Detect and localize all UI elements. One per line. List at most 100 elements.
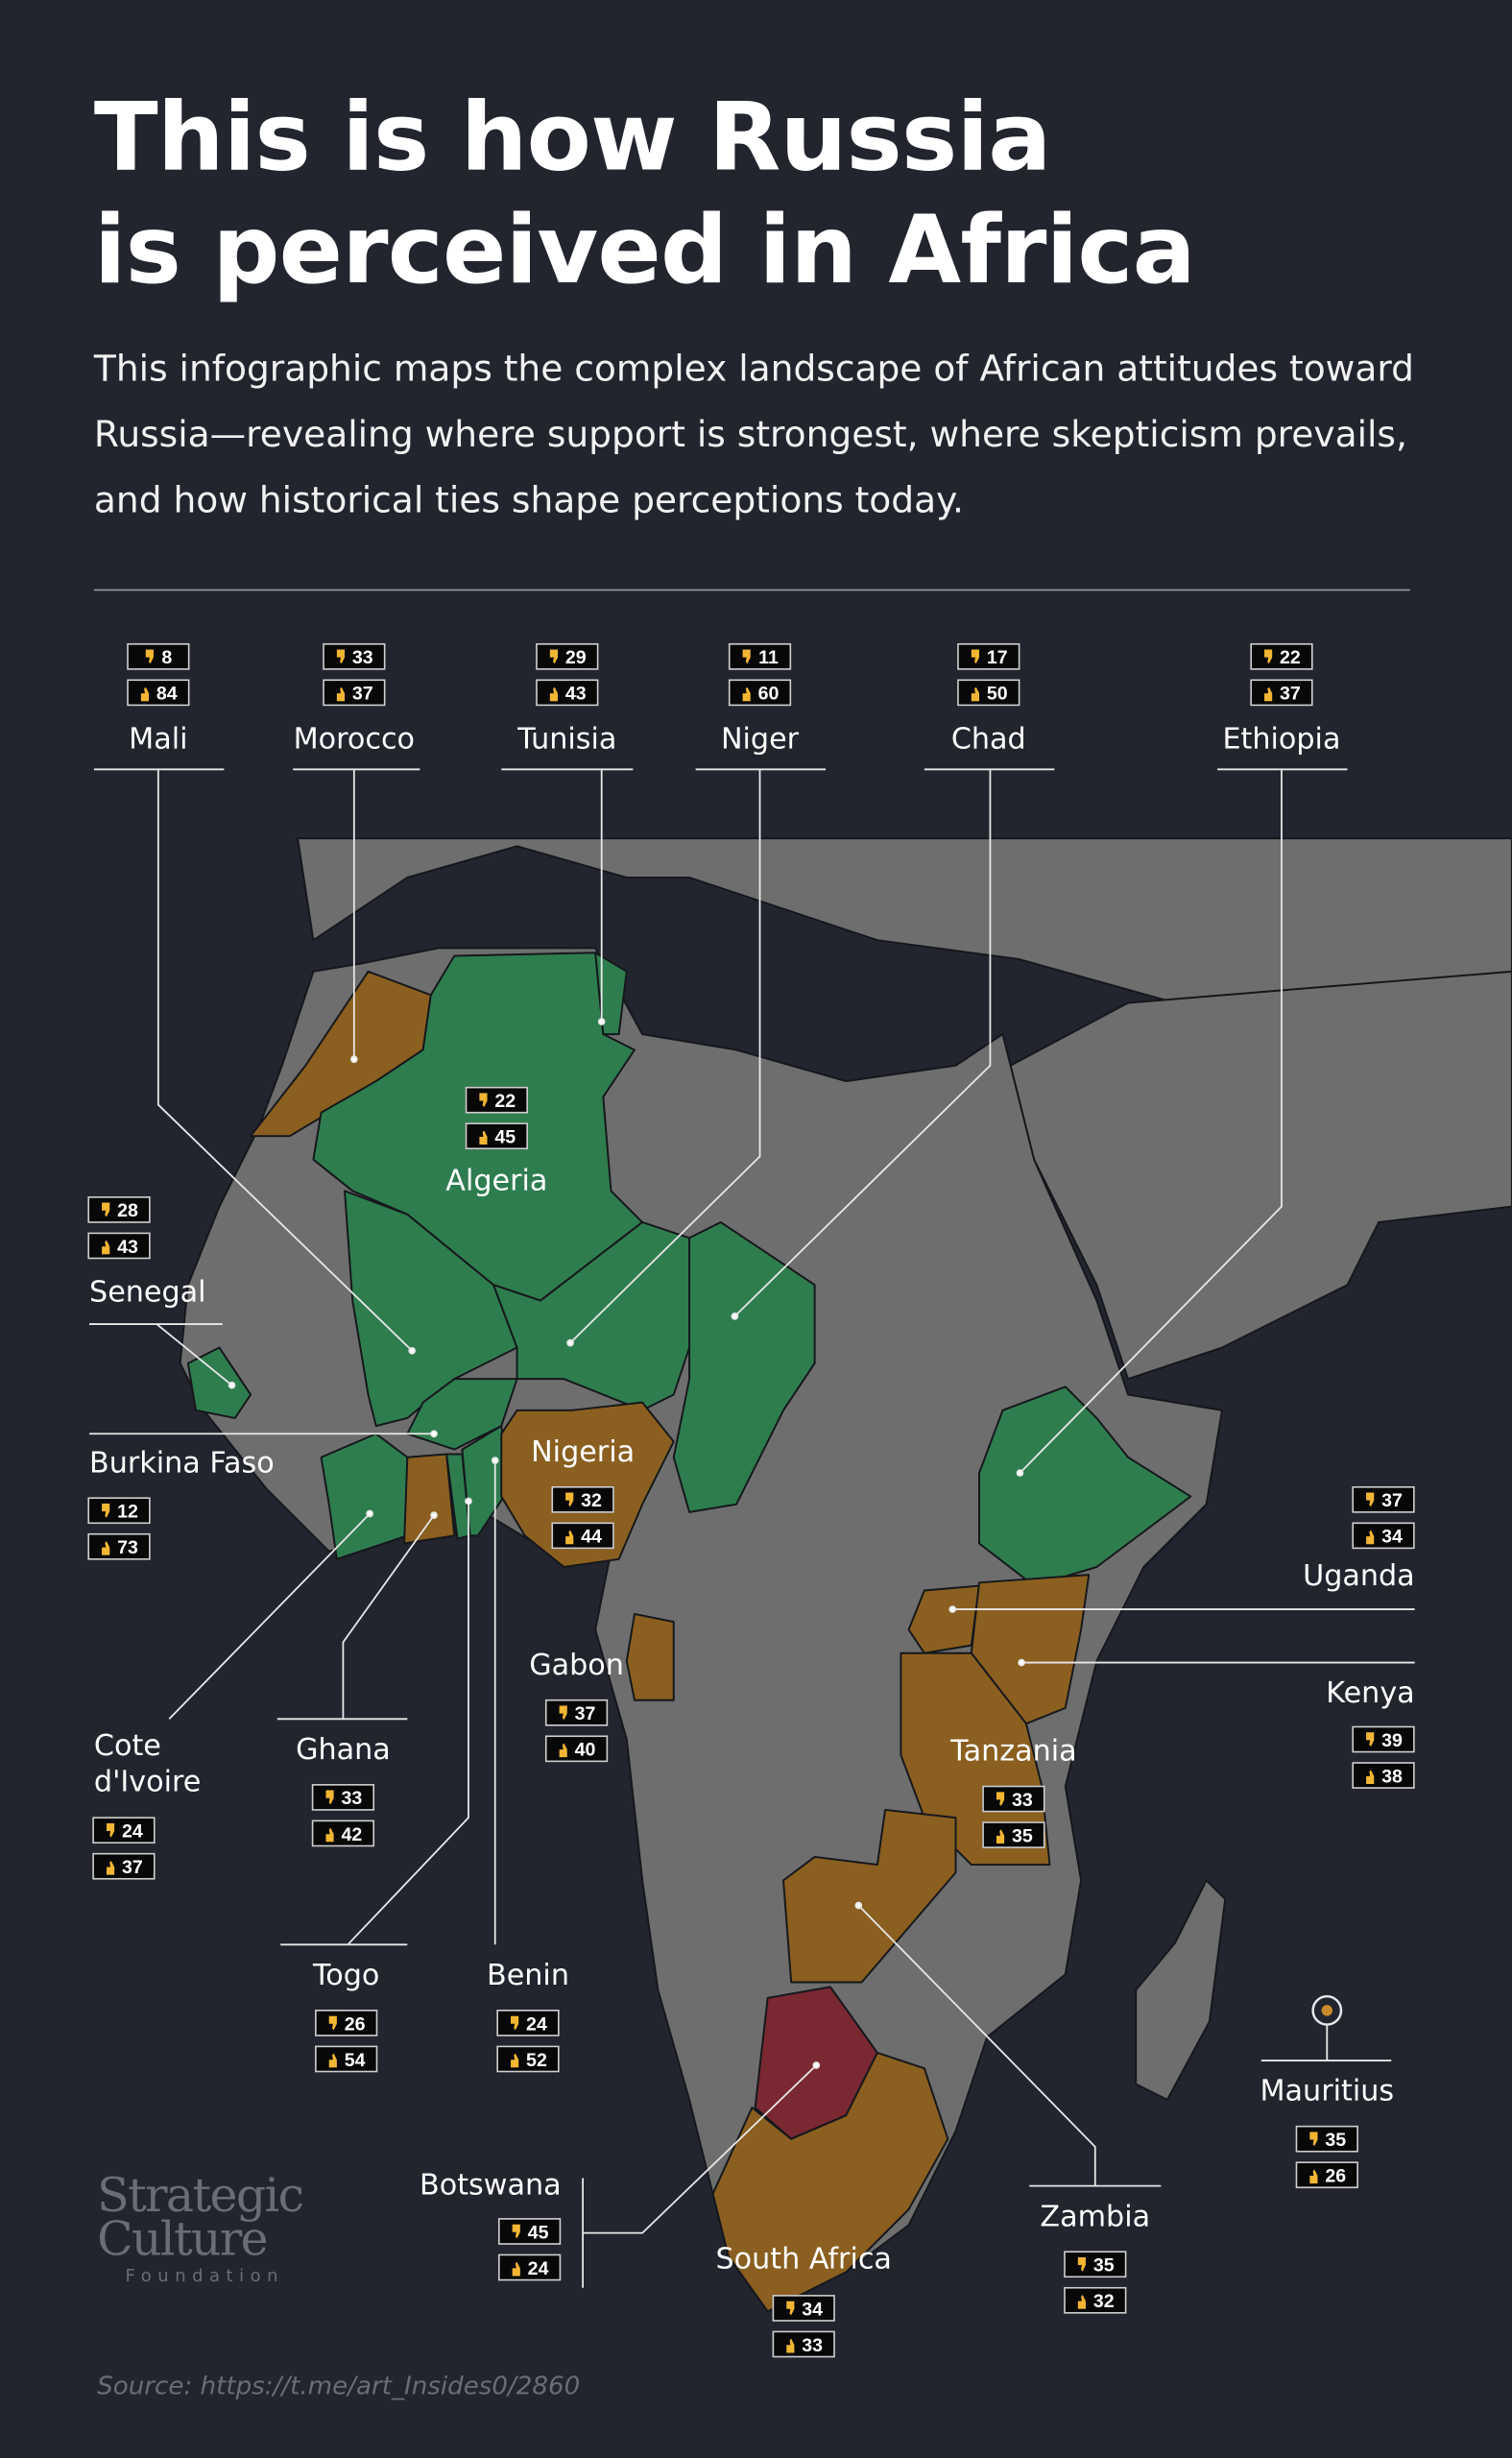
leader-line-cote bbox=[168, 1512, 371, 1720]
madagascar bbox=[1135, 1879, 1227, 2101]
leader-dot bbox=[408, 1346, 417, 1355]
leader-dot bbox=[366, 1509, 373, 1518]
leader-line-botswana bbox=[582, 2064, 817, 2288]
dislike-badge-cote: 24 bbox=[92, 1817, 156, 1844]
thumbs-up-icon bbox=[511, 2259, 523, 2276]
thumbs-down-icon bbox=[100, 1503, 112, 1518]
dislike-value: 8 bbox=[161, 645, 173, 668]
thumbs-up-icon bbox=[1364, 1768, 1377, 1784]
country-name-ethiopia: Ethiopia bbox=[1222, 723, 1341, 757]
thumbs-down-icon bbox=[784, 2300, 797, 2316]
thumbs-down-icon bbox=[1262, 648, 1275, 664]
like-value: 50 bbox=[986, 681, 1008, 704]
country-name-mauritius: Mauritius bbox=[1260, 2075, 1395, 2109]
like-value: 38 bbox=[1381, 1764, 1403, 1787]
thumbs-up-icon bbox=[100, 1539, 112, 1554]
dislike-value: 24 bbox=[121, 1819, 143, 1842]
leader-dot bbox=[948, 1605, 957, 1613]
leader-dot bbox=[491, 1457, 499, 1464]
like-value: 73 bbox=[117, 1535, 138, 1558]
like-badge-ghana: 42 bbox=[311, 1819, 375, 1847]
like-value: 35 bbox=[1011, 1823, 1033, 1846]
country-name-southafrica: South Africa bbox=[715, 2243, 892, 2277]
dislike-badge-gabon: 37 bbox=[544, 1699, 609, 1726]
country-name-tanzania: Tanzania bbox=[950, 1735, 1077, 1769]
thumbs-up-icon bbox=[105, 1859, 117, 1874]
like-value: 54 bbox=[344, 2048, 366, 2070]
thumbs-down-icon bbox=[1364, 1731, 1377, 1747]
leader-line-ethiopia bbox=[1019, 768, 1348, 1474]
like-badge-senegal: 43 bbox=[87, 1232, 151, 1260]
thumbs-up-icon bbox=[970, 685, 982, 701]
leader-line-morocco bbox=[293, 768, 420, 1060]
thumbs-down-icon bbox=[335, 648, 348, 664]
country-name-kenya: Kenya bbox=[1326, 1677, 1415, 1711]
like-value: 43 bbox=[117, 1235, 138, 1257]
like-badge-benin: 52 bbox=[496, 2045, 560, 2073]
leader-line-chad bbox=[733, 768, 1055, 1317]
leader-dot bbox=[349, 1055, 358, 1064]
country-name-tunisia: Tunisia bbox=[517, 723, 617, 757]
like-value: 52 bbox=[526, 2048, 547, 2070]
thumbs-down-icon bbox=[741, 648, 754, 664]
leader-line-mauritius bbox=[1260, 2024, 1392, 2061]
region-zambia bbox=[782, 1808, 957, 1984]
dislike-value: 22 bbox=[1280, 645, 1301, 668]
like-badge-ethiopia: 37 bbox=[1250, 679, 1313, 707]
region-gabon bbox=[625, 1612, 675, 1701]
country-name-burkina: Burkina Faso bbox=[89, 1447, 275, 1481]
thumbs-down-icon bbox=[558, 1704, 570, 1721]
dislike-value: 24 bbox=[526, 2012, 547, 2035]
dislike-value: 33 bbox=[341, 1786, 363, 1809]
leader-line-mali bbox=[93, 768, 413, 1352]
like-value: 45 bbox=[494, 1124, 516, 1147]
mauritius-marker bbox=[1311, 1994, 1343, 2026]
thumbs-down-icon bbox=[105, 1822, 117, 1838]
country-name-benin: Benin bbox=[487, 1959, 569, 1993]
thumbs-down-icon bbox=[509, 2014, 521, 2031]
like-badge-mali: 84 bbox=[127, 679, 190, 707]
like-badge-mauritius: 26 bbox=[1295, 2161, 1358, 2189]
thumbs-down-icon bbox=[327, 2014, 340, 2031]
like-badge-kenya: 38 bbox=[1352, 1762, 1415, 1789]
dislike-badge-niger: 11 bbox=[728, 642, 792, 670]
divider bbox=[93, 589, 1410, 591]
like-value: 84 bbox=[156, 681, 178, 704]
country-name-niger: Niger bbox=[720, 723, 800, 757]
dislike-badge-uganda: 37 bbox=[1352, 1485, 1415, 1513]
like-badge-southafrica: 33 bbox=[772, 2330, 835, 2358]
leader-dot bbox=[430, 1430, 438, 1438]
thumbs-down-icon bbox=[564, 1491, 576, 1507]
thumbs-up-icon bbox=[324, 1825, 337, 1842]
thumbs-down-icon bbox=[995, 1791, 1007, 1806]
dislike-value: 35 bbox=[1092, 2253, 1115, 2276]
like-badge-morocco: 37 bbox=[323, 679, 386, 707]
like-value: 37 bbox=[351, 681, 373, 704]
thumbs-up-icon bbox=[139, 685, 152, 701]
dislike-badge-kenya: 39 bbox=[1352, 1725, 1415, 1753]
region-tunisia bbox=[594, 952, 628, 1036]
leader-line-tunisia bbox=[501, 768, 634, 1023]
thumbs-down-icon bbox=[1364, 1491, 1377, 1507]
dislike-value: 26 bbox=[344, 2012, 366, 2035]
region-cote-divoire bbox=[320, 1433, 409, 1560]
country-name-mali: Mali bbox=[129, 723, 188, 757]
country-name-togo: Togo bbox=[312, 1959, 380, 1993]
like-value: 60 bbox=[757, 681, 780, 704]
region-south-africa bbox=[711, 2051, 949, 2313]
thumbs-up-icon bbox=[558, 1741, 570, 1757]
logo-line-2: Culture bbox=[97, 2212, 268, 2268]
thumbs-up-icon bbox=[995, 1827, 1007, 1844]
thumbs-down-icon bbox=[511, 2223, 523, 2239]
dislike-value: 11 bbox=[758, 645, 779, 668]
dislike-value: 33 bbox=[1011, 1788, 1033, 1810]
dislike-badge-tanzania: 33 bbox=[982, 1785, 1045, 1813]
leader-dot bbox=[731, 1313, 739, 1320]
thumbs-up-icon bbox=[509, 2051, 521, 2067]
dislike-badge-chad: 17 bbox=[957, 642, 1020, 670]
like-value: 43 bbox=[564, 681, 587, 704]
leader-line-niger bbox=[569, 768, 827, 1344]
dislike-value: 33 bbox=[351, 645, 373, 668]
country-name-nigeria: Nigeria bbox=[531, 1435, 636, 1469]
